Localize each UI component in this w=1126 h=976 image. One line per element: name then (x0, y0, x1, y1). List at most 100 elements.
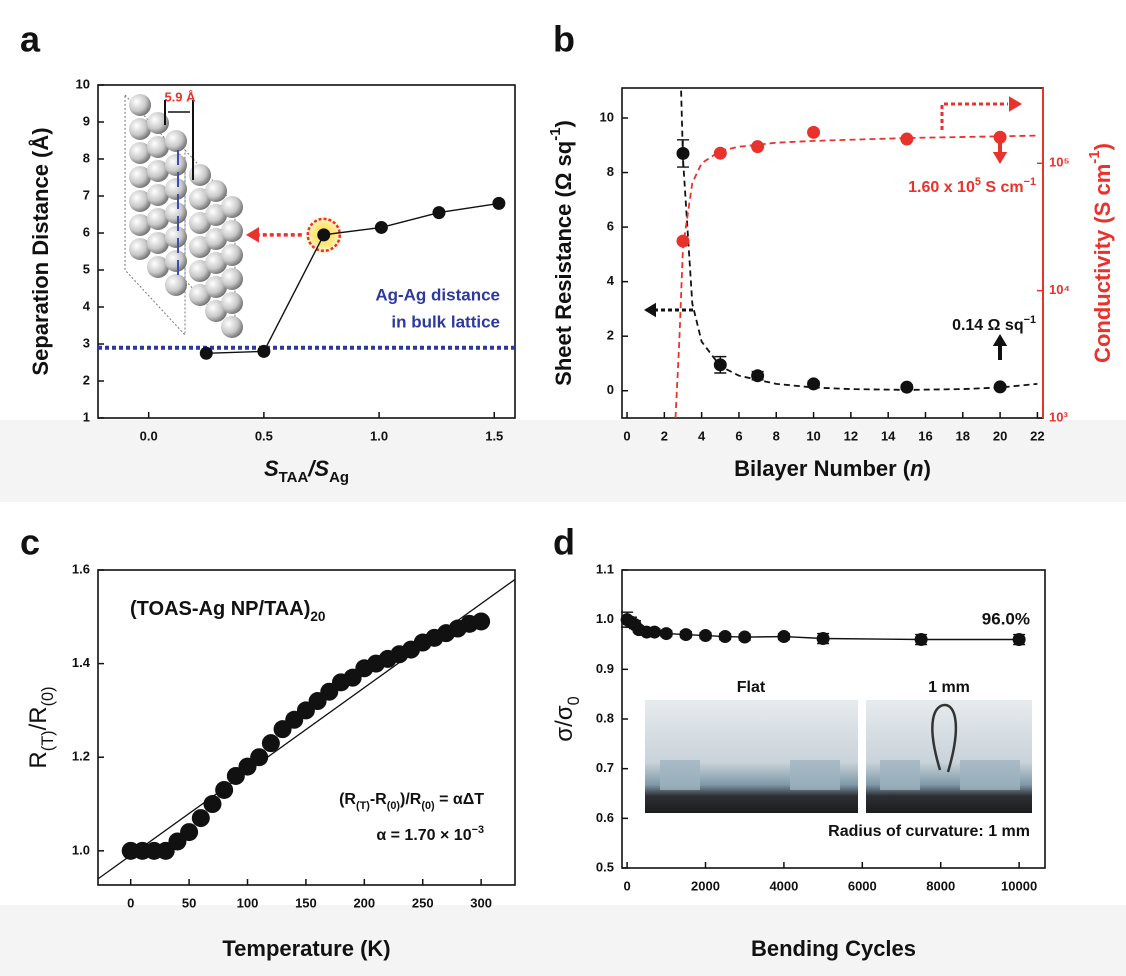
y-tick-label: 10 (76, 76, 90, 91)
y2-tick-label: 10⁴ (1049, 282, 1070, 297)
x-tick-label: 20 (993, 428, 1007, 443)
photo-detail (660, 760, 700, 790)
y-tick-label: 5 (83, 261, 90, 276)
y-tick-label: 9 (83, 113, 90, 128)
atom (205, 180, 227, 202)
data-point (713, 146, 727, 160)
y-axis-label-part: (0) (39, 686, 57, 706)
atom (221, 220, 243, 242)
annotation-part: = αΔT (435, 791, 485, 808)
data-point (317, 228, 331, 242)
arrow-head (992, 334, 1008, 346)
x-tick-label: 0.0 (140, 428, 158, 443)
x-axis-label-part: Bilayer Number ( (734, 456, 911, 481)
photo (645, 700, 858, 813)
panel-letter: d (553, 522, 575, 563)
y-tick-label: 3 (83, 335, 90, 350)
atom (221, 268, 243, 290)
x-tick-label: 300 (470, 895, 492, 910)
x-tick-label: 0 (127, 895, 134, 910)
data-point (374, 220, 388, 234)
annotation-part: (0) (387, 800, 401, 812)
y-axis-label-part: Sheet Resistance (Ω sq (551, 141, 576, 386)
annotation: 1.60 x 105 S cm−1 (908, 176, 1036, 196)
y-tick-label: 0.8 (596, 710, 614, 725)
y-tick-label: 0 (607, 382, 614, 397)
reference-label: in bulk lattice (391, 312, 500, 331)
data-point (215, 780, 234, 799)
y-tick-label: 0.5 (596, 859, 614, 874)
data-point (472, 612, 491, 631)
y-axis-label-part: 0 (565, 696, 583, 705)
y-axis-label: Separation Distance (Å) (27, 127, 53, 375)
y-axis-label-part: (T) (39, 730, 57, 751)
atom (165, 154, 187, 176)
annotation-part: (TOAS-Ag NP/TAA) (130, 598, 310, 620)
atom (147, 208, 169, 230)
data-point (257, 344, 271, 358)
y-axis-label-part: -1 (547, 127, 564, 140)
atom (147, 160, 169, 182)
atom (147, 256, 169, 278)
x-axis-label-part: Ag (329, 469, 349, 486)
x-tick-label: 8000 (926, 878, 955, 893)
data-point (648, 625, 662, 639)
data-point (679, 628, 693, 642)
annotation: Radius of curvature: 1 mm (828, 823, 1030, 840)
data-point (993, 380, 1007, 394)
annotation-part: (R (339, 791, 356, 808)
y-axis-label-part: ) (551, 120, 576, 127)
data-point (718, 630, 732, 644)
atom (147, 112, 169, 134)
x-axis-label-part: S (264, 456, 279, 481)
arrow-head (1009, 96, 1022, 112)
y-tick-label: 1.1 (596, 561, 614, 576)
annotation: Flat (737, 679, 766, 696)
data-point (191, 809, 210, 828)
plot-frame (97, 569, 516, 886)
label-band (0, 420, 1126, 502)
y-tick-label: 6 (83, 224, 90, 239)
y-tick-label: 2 (607, 328, 614, 343)
y-axis-label-part: /R (25, 706, 52, 730)
photo (866, 700, 1032, 813)
panel-letter: a (20, 19, 41, 60)
x-tick-label: 8 (773, 428, 780, 443)
plot-frame (621, 569, 1046, 869)
reference-label: Ag-Ag distance (375, 285, 500, 304)
arrow-head (992, 152, 1008, 164)
data-point (738, 630, 752, 644)
panel-letter: c (20, 522, 40, 563)
y-axis-label-part: R (25, 751, 52, 768)
annotation-part: −3 (472, 824, 484, 836)
x-tick-label: 2000 (691, 878, 720, 893)
annotation-part: (T) (356, 800, 370, 812)
y-tick-label: 10 (600, 109, 614, 124)
annotation-part: -R (370, 791, 387, 808)
annotation-part: −1 (1024, 176, 1036, 188)
data-point (914, 633, 928, 647)
x-tick-label: 100 (237, 895, 259, 910)
x-tick-label: 0 (623, 428, 630, 443)
data-point (993, 130, 1007, 144)
photo-detail (880, 760, 920, 790)
y2-axis-label-part: ) (1090, 143, 1115, 150)
atom (129, 142, 151, 164)
data-point (807, 377, 821, 391)
x-tick-label: 16 (918, 428, 932, 443)
y2-tick-label: 10⁵ (1049, 155, 1070, 170)
data-point (180, 823, 199, 842)
x-tick-label: 1.5 (485, 428, 503, 443)
data-point (203, 795, 222, 814)
atom (129, 190, 151, 212)
annotation-part: )/R (400, 791, 422, 808)
y-tick-label: 1.4 (72, 655, 91, 670)
annotation-part: 1.60 x 10 (908, 179, 975, 196)
annotation-part: −1 (1024, 314, 1036, 326)
y-axis-label-part: σ/σ (551, 705, 578, 741)
atom (221, 196, 243, 218)
label-band (0, 905, 1126, 976)
y-axis-label: R(T)/R(0) (25, 686, 57, 768)
y-tick-label: 0.6 (596, 810, 614, 825)
arrow (940, 102, 1008, 130)
